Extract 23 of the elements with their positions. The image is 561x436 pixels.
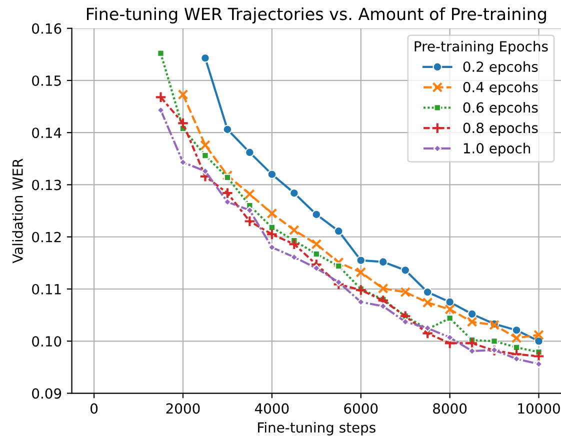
y-tick-label: 0.09 [32,388,62,399]
x-tick-label: 6000 [344,403,378,414]
x-tick-label: 4000 [254,403,289,414]
chart-title: Fine-tuning WER Trajectories vs. Amount of Pre-training [86,7,546,24]
x-axis-title: Fine-tuning steps [258,422,376,436]
legend-label: 1.0 epoch [464,142,530,156]
y-axis-title: Validation WER [12,158,23,264]
y-tick-label: 0.13 [32,180,61,190]
y-tick-label: 0.16 [32,23,62,34]
y-tick-label: 0.14 [32,128,62,138]
y-tick-label: 0.10 [32,336,62,347]
x-tick-label: 0 [90,403,98,414]
legend-label: 0.8 epochs [463,122,538,136]
y-tick-label: 0.12 [32,232,61,242]
y-tick-label: 0.11 [32,284,61,294]
x-tick-label: 8000 [433,403,467,414]
x-tick-label: 10000 [518,403,560,414]
legend-label: 0.6 epcohs [463,102,538,116]
y-tick-label: 0.15 [32,75,61,86]
x-tick-label: 2000 [166,403,200,414]
legend-title: Pre-training Epochs [414,40,548,54]
legend-label: 0.2 epcohs [463,61,538,75]
legend-label: 0.4 epcohs [463,82,538,96]
